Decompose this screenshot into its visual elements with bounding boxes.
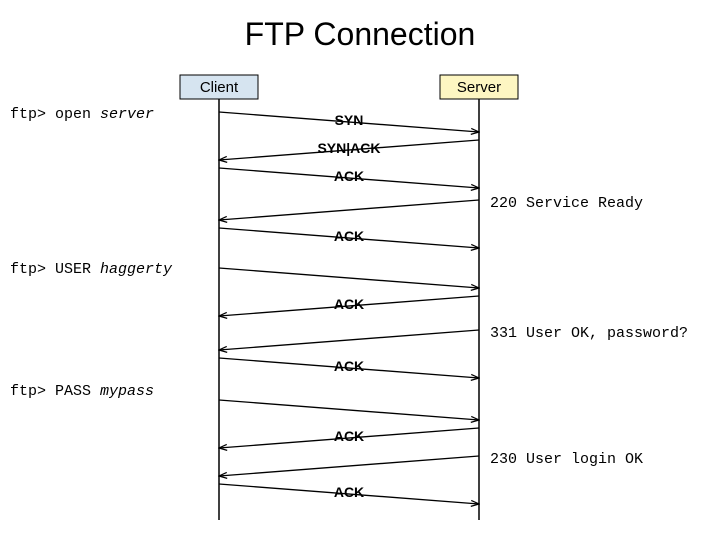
message-label-10: ACK [334,428,364,444]
message-arrow-5 [219,268,479,288]
message-arrow-11 [219,456,479,476]
client-label: Client [200,79,239,96]
message-label-8: ACK [334,358,364,374]
message-label-12: ACK [334,484,364,500]
diagram-title: FTP Connection [245,16,476,52]
server-annotation-1: 331 User OK, password? [490,325,688,342]
message-label-6: ACK [334,296,364,312]
client-annotation-0: ftp> open server [10,106,154,123]
server-annotation-0: 220 Service Ready [490,195,643,212]
message-label-1: SYN|ACK [317,140,380,156]
client-annotation-2: ftp> PASS mypass [10,383,154,400]
client-annotation-1: ftp> USER haggerty [10,261,173,278]
diagram-canvas: FTP Connection Client Server SYN SYN|ACK ACK A… [0,0,720,540]
message-label-2: ACK [334,168,364,184]
message-arrow-3 [219,200,479,220]
message-label-0: SYN [335,112,364,128]
message-label-4: ACK [334,228,364,244]
message-arrow-9 [219,400,479,420]
server-label: Server [457,79,501,96]
server-annotation-2: 230 User login OK [490,451,643,468]
message-arrow-7 [219,330,479,350]
